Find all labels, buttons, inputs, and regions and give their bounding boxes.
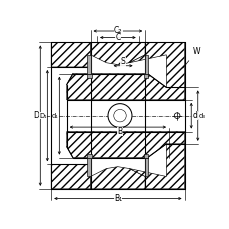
Polygon shape [51,42,90,67]
Text: B: B [117,127,122,136]
Polygon shape [87,74,91,78]
Polygon shape [144,55,148,74]
Polygon shape [66,74,184,100]
Polygon shape [129,42,184,87]
Text: d₃: d₃ [198,113,204,119]
Polygon shape [143,74,148,78]
Text: S: S [120,57,125,66]
Polygon shape [144,158,148,177]
Polygon shape [87,158,90,177]
Polygon shape [90,42,144,65]
Polygon shape [87,55,90,74]
Text: d: d [192,111,197,120]
Circle shape [108,104,131,128]
Text: C: C [115,33,120,42]
Text: D: D [33,111,39,120]
Text: d₁: d₁ [52,113,59,119]
Text: B₁: B₁ [113,194,121,203]
Polygon shape [87,154,91,158]
Polygon shape [143,154,148,158]
Text: C₂: C₂ [114,26,122,35]
Polygon shape [129,144,184,189]
Circle shape [174,113,179,118]
Polygon shape [51,164,90,189]
Polygon shape [90,167,144,189]
Text: D₁: D₁ [40,113,47,119]
Polygon shape [66,131,184,158]
Text: W: W [182,47,199,68]
